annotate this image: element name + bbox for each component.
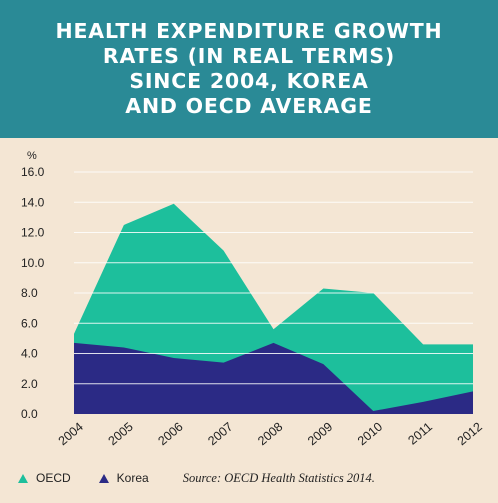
y-tick-label: 10.0: [21, 256, 45, 270]
x-tick-label: 2008: [255, 420, 285, 449]
source-note: Source: OECD Health Statistics 2014.: [182, 470, 375, 485]
korea-area: [74, 342, 473, 414]
legend: OECD Korea Source: OECD Health Statistic…: [18, 468, 375, 488]
x-tick-label: 2011: [405, 420, 435, 448]
area-chart: % 16.0 14.0 12.0 10.0 8.0 6.0 4.0 2.0 0.0 2004 20…: [21, 150, 485, 449]
x-tick-label: 2005: [105, 420, 135, 449]
legend-label-korea: Korea: [116, 471, 149, 485]
y-axis-unit-label: %: [27, 150, 37, 162]
x-tick-label: 2007: [205, 420, 235, 449]
x-tick-label: 2010: [355, 420, 385, 449]
legend-label-oecd: OECD: [36, 471, 71, 485]
chart-title: HEALTH EXPENDITURE GROWTH RATES (IN REAL…: [55, 19, 443, 118]
y-tick-label: 0.0: [21, 407, 38, 421]
x-tick-label: 2006: [155, 420, 185, 449]
x-tick-label: 2004: [56, 420, 86, 449]
x-tick-label: 2012: [455, 420, 485, 449]
y-tick-label: 16.0: [21, 165, 45, 179]
korea-legend-marker-icon: [98, 473, 109, 483]
title-banner: HEALTH EXPENDITURE GROWTH RATES (IN REAL…: [0, 0, 498, 138]
y-tick-label: 4.0: [21, 347, 38, 361]
legend-item-korea: Korea: [98, 471, 149, 485]
x-tick-label: 2009: [305, 420, 335, 449]
y-tick-label: 12.0: [21, 226, 45, 240]
y-tick-label: 6.0: [21, 316, 38, 330]
legend-item-oecd: OECD: [18, 471, 71, 485]
oecd-legend-marker-icon: [18, 473, 28, 483]
y-tick-label: 14.0: [21, 195, 45, 209]
y-tick-label: 8.0: [21, 286, 38, 300]
y-tick-label: 2.0: [21, 377, 38, 391]
